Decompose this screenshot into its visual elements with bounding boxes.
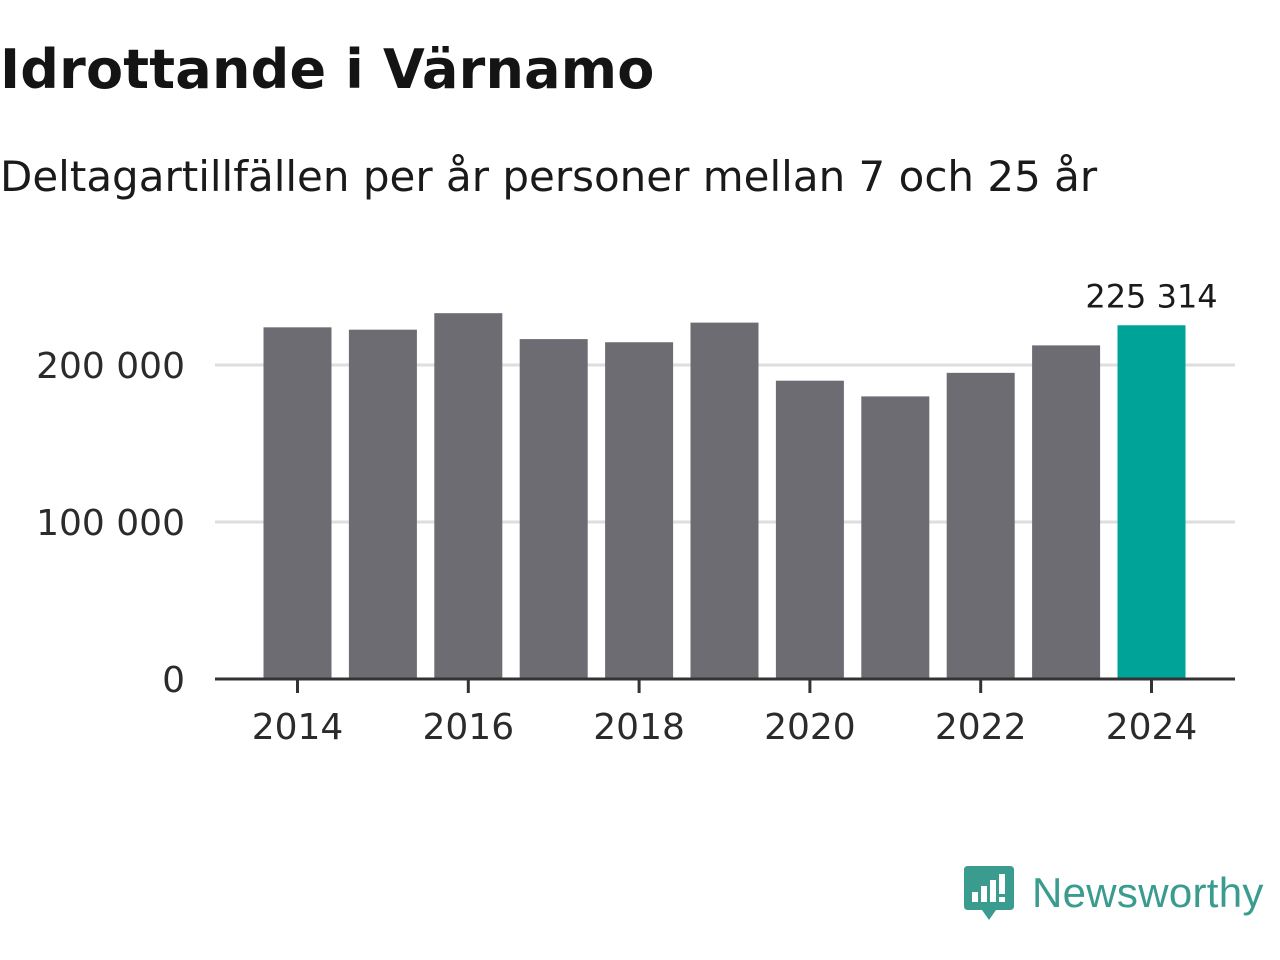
- newsworthy-brand: Newsworthy: [962, 862, 1264, 924]
- bar: [348, 329, 417, 679]
- x-tick-label: 2016: [422, 707, 514, 748]
- bar: [605, 342, 674, 679]
- y-tick-label: 100 000: [36, 503, 185, 544]
- bar: [519, 339, 588, 679]
- x-tick-label: 2014: [252, 707, 344, 748]
- bar: [263, 327, 332, 679]
- bar-highlight: [1117, 325, 1186, 679]
- newsworthy-logo-icon: [964, 866, 1014, 920]
- x-tick-label: 2024: [1106, 707, 1198, 748]
- x-tick-label: 2018: [593, 707, 685, 748]
- bar-chart: 0 100 000 200 000 225 314 2014 2016 2018 2020 20…: [36, 277, 1235, 748]
- x-tick-label: 2022: [935, 707, 1027, 748]
- bar: [434, 313, 503, 679]
- bar: [861, 396, 930, 679]
- bar: [690, 322, 759, 679]
- bar: [775, 380, 844, 679]
- chart-title: Idrottande i Värnamo: [0, 38, 655, 101]
- x-tick-label: 2020: [764, 707, 856, 748]
- bar: [946, 372, 1015, 679]
- chart-subtitle: Deltagartillfällen per år personer mella…: [0, 152, 1098, 201]
- data-label: 225 314: [1085, 277, 1217, 315]
- y-tick-label: 200 000: [36, 346, 185, 387]
- y-tick-label: 0: [162, 660, 185, 701]
- bar: [1032, 345, 1101, 679]
- brand-name: Newsworthy: [1032, 869, 1264, 916]
